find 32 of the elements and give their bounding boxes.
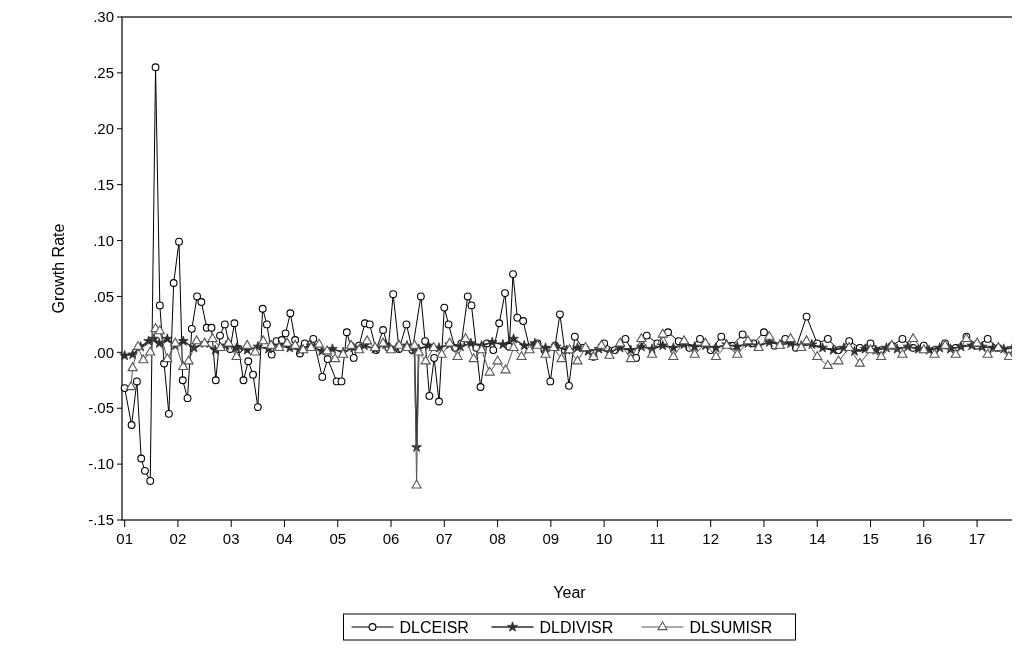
y-tick-label: .30: [93, 8, 114, 26]
y-tick-label: -.15: [88, 511, 114, 529]
legend-label: DLSUMISR: [689, 618, 773, 636]
x-tick-label: 12: [702, 530, 720, 547]
x-tick-label: 09: [542, 530, 560, 547]
x-tick-label: 08: [489, 530, 506, 547]
x-tick-label: 04: [276, 530, 293, 547]
x-tick-label: 17: [968, 530, 986, 547]
x-tick-label: 15: [862, 530, 879, 547]
x-tick-label: 02: [169, 530, 187, 547]
y-tick-label: .00: [93, 343, 114, 361]
x-tick-label: 06: [382, 530, 400, 547]
x-tick-label: 10: [595, 530, 613, 547]
y-tick-label: .05: [93, 287, 114, 305]
legend-label: DLDIVISR: [539, 618, 614, 636]
y-tick-label: .15: [93, 175, 114, 193]
x-tick-label: 13: [755, 530, 773, 547]
y-tick-label: -.10: [88, 455, 114, 473]
y-tick-label: .20: [93, 120, 114, 138]
x-tick-label: 03: [222, 530, 240, 547]
x-tick-label: 07: [435, 530, 453, 547]
y-axis-title: Growth Rate: [50, 223, 67, 314]
x-axis-title: Year: [553, 584, 587, 601]
y-tick-label: -.05: [88, 399, 114, 417]
x-tick-label: 01: [116, 530, 134, 547]
legend-label: DLCEISR: [399, 618, 469, 636]
x-tick-label: 16: [915, 530, 933, 547]
x-tick-label: 05: [329, 530, 347, 547]
x-tick-label: 11: [649, 530, 666, 547]
y-tick-label: .25: [93, 64, 114, 82]
x-tick-label: 14: [808, 530, 826, 547]
y-tick-label: .10: [93, 231, 114, 249]
